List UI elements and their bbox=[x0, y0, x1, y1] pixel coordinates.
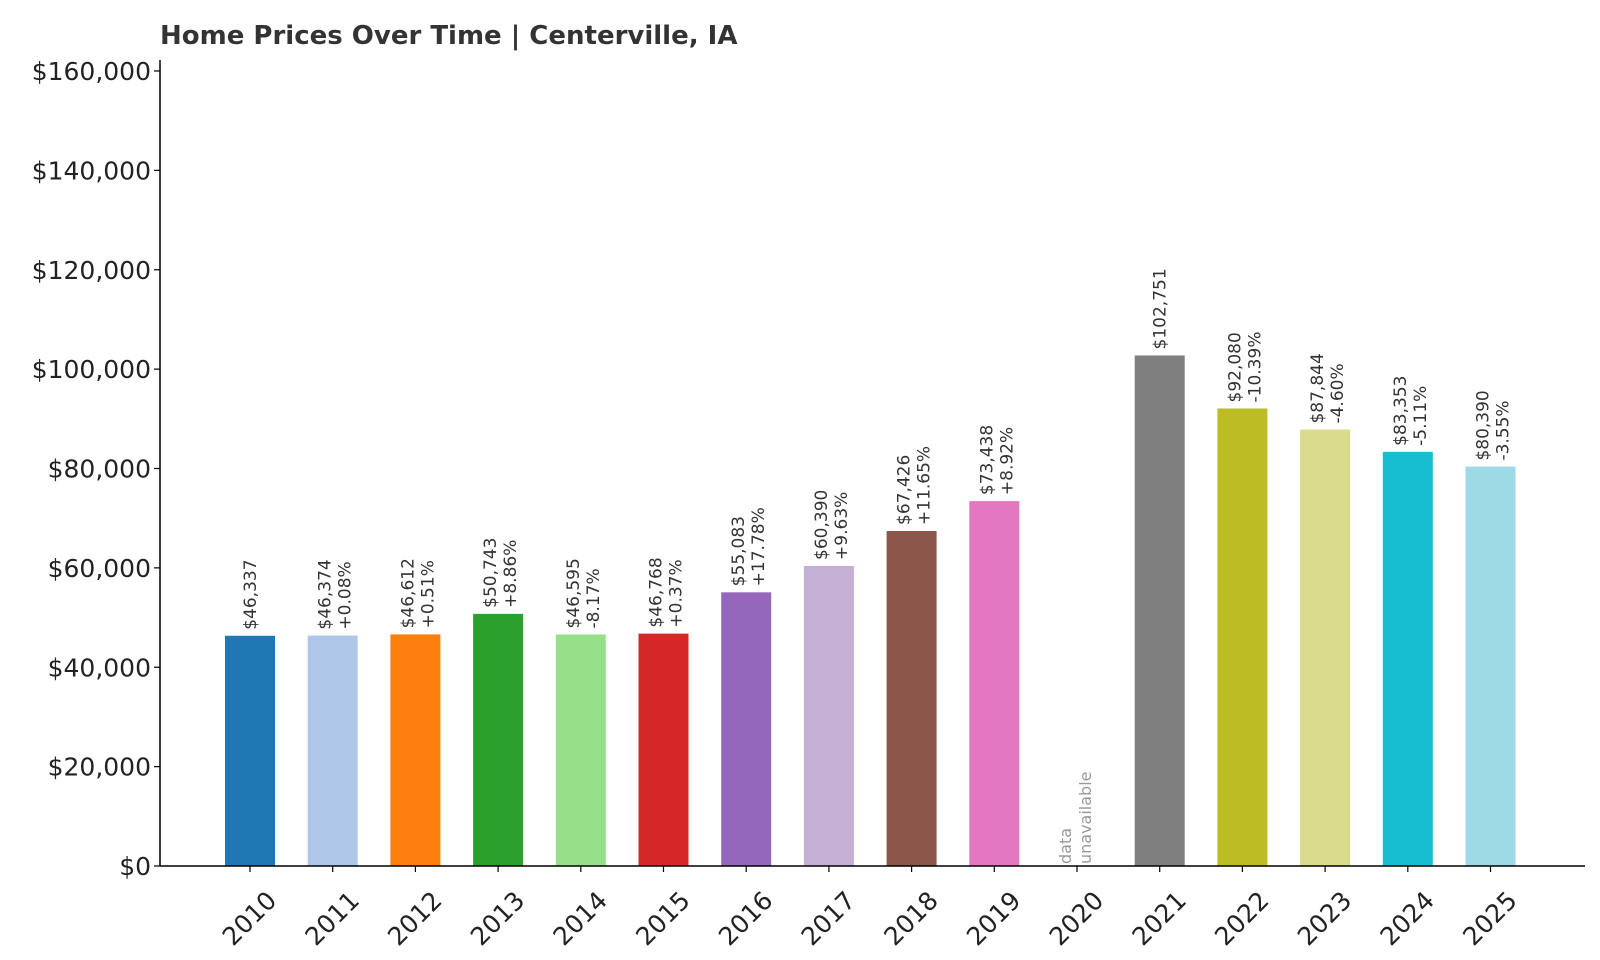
change-label: +9.63% bbox=[832, 492, 852, 560]
change-label: +0.51% bbox=[418, 560, 438, 628]
value-label: $102,751 bbox=[1151, 268, 1171, 349]
value-label: $67,426 bbox=[895, 455, 915, 525]
change-label: -5.11% bbox=[1411, 386, 1431, 446]
y-axis: $0 $20,000 $40,000 $60,000 $80,000 $100,000 $1… bbox=[32, 57, 161, 881]
bar bbox=[721, 592, 772, 866]
x-tick-label: 2023 bbox=[1292, 886, 1357, 951]
change-label: -8.17% bbox=[584, 568, 604, 628]
bar bbox=[390, 634, 441, 866]
value-label: $46,768 bbox=[647, 557, 667, 627]
bar bbox=[225, 635, 275, 866]
x-tick-label: 2024 bbox=[1375, 886, 1440, 951]
change-label: -3.55% bbox=[1494, 400, 1514, 460]
value-label: $46,595 bbox=[564, 558, 584, 628]
x-tick-label: 2025 bbox=[1457, 886, 1522, 951]
x-tick-label: 2021 bbox=[1126, 886, 1191, 951]
x-tick-label: 2011 bbox=[299, 886, 364, 951]
y-tick-label: $40,000 bbox=[48, 653, 151, 682]
x-tick-label: 2019 bbox=[961, 886, 1026, 951]
x-tick-label: 2015 bbox=[630, 886, 695, 951]
change-label: -4.60% bbox=[1328, 363, 1348, 423]
value-label: $83,353 bbox=[1391, 376, 1411, 446]
missing-data-line: data bbox=[1056, 828, 1075, 864]
x-axis: 2010 2011 2012 2013 2014 2015 2016 2017 2018 2019… bbox=[160, 865, 1585, 951]
x-tick-label: 2014 bbox=[548, 886, 613, 951]
bar bbox=[1217, 408, 1268, 866]
value-label: $46,612 bbox=[398, 558, 418, 628]
bar bbox=[1300, 429, 1351, 866]
value-label: $55,083 bbox=[729, 516, 749, 586]
bar bbox=[1134, 355, 1185, 866]
bar bbox=[886, 530, 937, 866]
y-tick-label: $120,000 bbox=[32, 256, 151, 285]
x-tick-label: 2022 bbox=[1209, 886, 1274, 951]
change-label: +11.65% bbox=[915, 446, 935, 525]
bar bbox=[638, 633, 689, 866]
change-label: +8.92% bbox=[997, 427, 1017, 495]
x-tick-label: 2013 bbox=[465, 886, 530, 951]
value-label: $60,390 bbox=[812, 490, 832, 560]
x-tick-label: 2012 bbox=[382, 886, 447, 951]
value-label: $46,374 bbox=[316, 559, 336, 629]
x-tick-label: 2020 bbox=[1044, 886, 1109, 951]
change-label: +0.37% bbox=[667, 559, 687, 627]
change-label: +0.08% bbox=[336, 561, 356, 629]
x-tick-label: 2017 bbox=[796, 886, 861, 951]
y-tick-label: $20,000 bbox=[48, 753, 151, 782]
x-tick-label: 2018 bbox=[878, 886, 943, 951]
change-label: -10.39% bbox=[1245, 332, 1265, 403]
bars-group bbox=[225, 355, 1516, 866]
y-tick-label: $0 bbox=[119, 852, 151, 881]
value-label: $46,337 bbox=[241, 559, 261, 629]
x-tick-label: 2016 bbox=[713, 886, 778, 951]
bar bbox=[1382, 451, 1433, 866]
y-tick-label: $160,000 bbox=[32, 57, 151, 86]
y-tick-label: $60,000 bbox=[48, 554, 151, 583]
y-tick-label: $100,000 bbox=[32, 355, 151, 384]
change-label: +8.86% bbox=[501, 540, 521, 608]
data-labels-group: $46,337 $46,374 +0.08% $46,612 +0.51% $50,743… bbox=[241, 268, 1514, 864]
change-label: +17.78% bbox=[749, 507, 769, 586]
value-label: $73,438 bbox=[977, 425, 997, 495]
y-tick-label: $140,000 bbox=[32, 156, 151, 185]
bar bbox=[969, 501, 1020, 866]
bar bbox=[803, 565, 854, 866]
value-label: $87,844 bbox=[1308, 353, 1328, 423]
value-label: $50,743 bbox=[481, 538, 501, 608]
chart-title: Home Prices Over Time | Centerville, IA bbox=[160, 21, 737, 51]
x-tick-label: 2010 bbox=[217, 886, 282, 951]
bar bbox=[307, 635, 358, 866]
y-tick-label: $80,000 bbox=[48, 455, 151, 484]
bar bbox=[473, 613, 524, 866]
bar bbox=[555, 634, 606, 866]
missing-data-label: dataunavailable bbox=[1056, 772, 1095, 865]
bar bbox=[1465, 466, 1516, 866]
missing-data-line: unavailable bbox=[1076, 772, 1095, 865]
value-label: $80,390 bbox=[1474, 390, 1494, 460]
value-label: $92,080 bbox=[1225, 332, 1245, 402]
